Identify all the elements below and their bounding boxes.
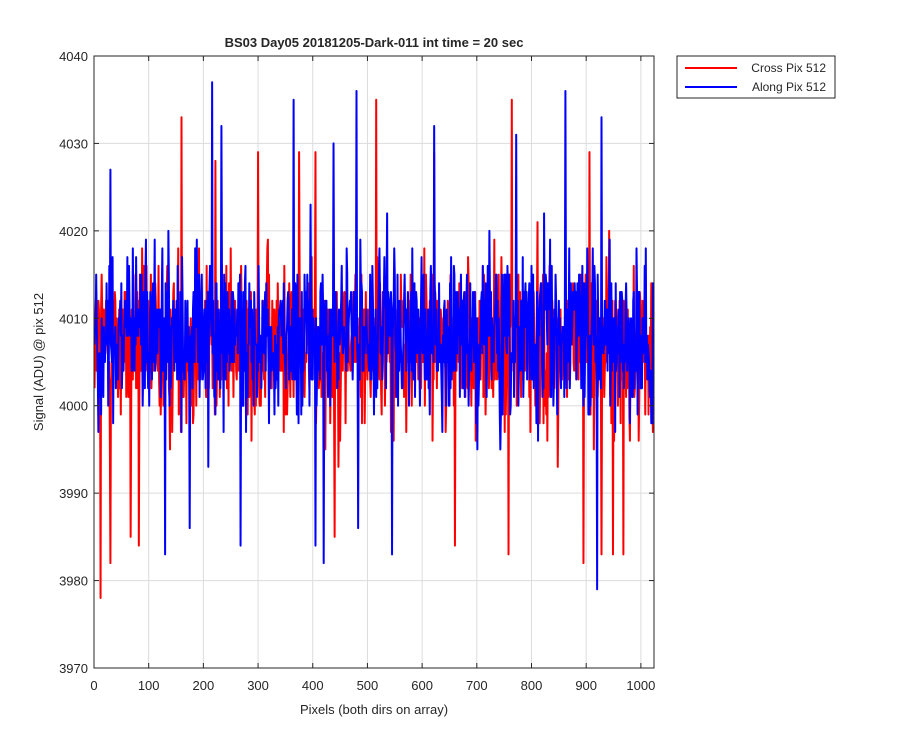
series-lines (94, 81, 654, 600)
legend-label-cross: Cross Pix 512 (751, 61, 826, 75)
legend-label-along: Along Pix 512 (752, 80, 826, 94)
y-tick-label: 3970 (59, 661, 88, 676)
x-tick-label: 900 (575, 678, 597, 693)
x-tick-label: 100 (138, 678, 160, 693)
x-tick-label: 800 (521, 678, 543, 693)
y-tick-label: 4040 (59, 49, 88, 64)
y-tick-label: 3990 (59, 486, 88, 501)
x-tick-label: 1000 (626, 678, 655, 693)
x-tick-label: 400 (302, 678, 324, 693)
y-tick-label: 4010 (59, 311, 88, 326)
y-tick-label: 4020 (59, 224, 88, 239)
y-tick-label: 4030 (59, 136, 88, 151)
x-tick-label: 700 (466, 678, 488, 693)
axes-box (93, 55, 655, 669)
x-tick-label: 600 (411, 678, 433, 693)
x-tick-label: 0 (90, 678, 97, 693)
x-tick-label: 200 (193, 678, 215, 693)
legend[interactable]: Cross Pix 512 Along Pix 512 (676, 55, 836, 99)
legend-box (676, 55, 836, 99)
y-tick-label: 4000 (59, 399, 88, 414)
x-axis-label: Pixels (both dirs on array) (300, 702, 448, 717)
chart-title: BS03 Day05 20181205-Dark-011 int time = … (225, 35, 524, 50)
axis-ticks: 0 100 200 300 400 500 600 700 800 900 1000 3970 3980… (59, 49, 655, 693)
y-axis-label: Signal (ADU) @ pix 512 (31, 293, 46, 431)
x-tick-label: 500 (357, 678, 379, 693)
y-tick-label: 3980 (59, 574, 88, 589)
x-tick-label: 300 (247, 678, 269, 693)
series-line-along-pix-512 (94, 81, 654, 591)
